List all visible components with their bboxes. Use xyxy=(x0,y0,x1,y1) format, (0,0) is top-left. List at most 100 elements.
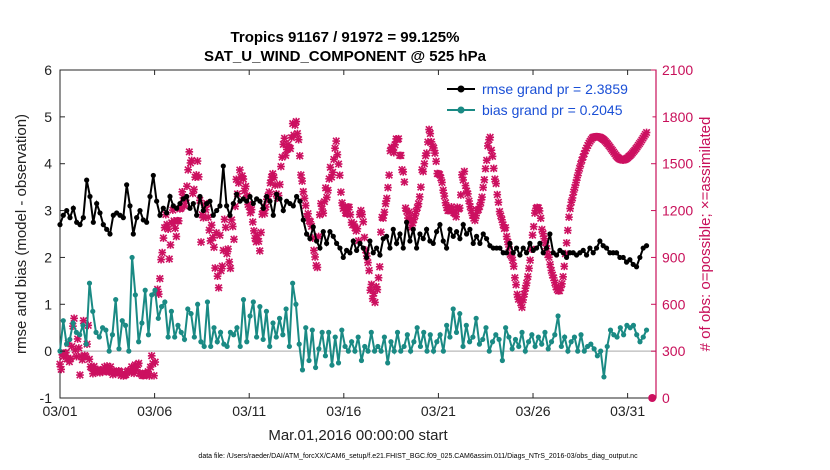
rmse-point xyxy=(80,215,86,221)
assimilated-marker xyxy=(275,180,284,189)
bias-point xyxy=(286,343,292,350)
bias-point xyxy=(598,348,604,354)
rmse-point xyxy=(540,250,546,256)
y2-tick-label: 300 xyxy=(662,343,686,359)
rmse-point xyxy=(270,212,276,218)
bias-point xyxy=(634,332,640,338)
y-tick-label: 5 xyxy=(44,109,52,125)
assimilated-marker xyxy=(76,371,84,379)
rmse-point xyxy=(77,222,83,228)
assimilated-marker xyxy=(480,175,489,184)
assimilated-marker xyxy=(545,253,553,262)
rmse-point xyxy=(633,264,640,270)
assimilated-marker xyxy=(208,233,217,242)
assimilated-marker xyxy=(359,217,368,226)
bias-point xyxy=(247,313,253,319)
bias-point xyxy=(562,334,568,340)
rmse-point xyxy=(317,245,323,251)
bias-point xyxy=(158,304,165,310)
assimilated-marker xyxy=(171,224,180,233)
bias-point xyxy=(545,346,551,352)
assimilated-marker xyxy=(183,182,191,191)
assimilated-marker xyxy=(508,256,517,264)
bias-point xyxy=(257,304,263,310)
assimilated-marker xyxy=(223,249,231,258)
bias-point xyxy=(463,322,469,328)
rmse-point xyxy=(67,215,73,221)
bias-point xyxy=(201,343,207,350)
bias-point xyxy=(136,339,142,345)
rmse-point xyxy=(553,252,560,258)
rmse-point xyxy=(463,231,470,237)
rmse-point xyxy=(277,196,283,202)
rmse-point xyxy=(597,238,603,244)
x-tick-label: 03/01 xyxy=(42,403,77,419)
assimilated-marker xyxy=(460,167,469,176)
y-tick-label: 2 xyxy=(44,249,52,265)
y2-tick-label: 2100 xyxy=(662,62,693,78)
rmse-point xyxy=(383,233,390,239)
rmse-point xyxy=(627,257,633,263)
bias-point xyxy=(224,343,230,350)
assimilated-marker xyxy=(465,197,473,205)
bias-point xyxy=(280,332,286,338)
bias-point xyxy=(260,336,266,343)
assimilated-marker xyxy=(487,146,496,155)
bias-point xyxy=(388,339,394,345)
assimilated-marker xyxy=(380,208,389,216)
rmse-point xyxy=(357,240,363,246)
rmse-point xyxy=(127,203,133,209)
assimilated-marker xyxy=(375,262,384,271)
assimilated-marker xyxy=(292,117,301,126)
rmse-point xyxy=(84,177,90,183)
assimilated-marker xyxy=(563,226,572,235)
bias-point xyxy=(329,362,335,368)
assimilated-marker xyxy=(293,129,302,138)
assimilated-marker xyxy=(334,160,343,168)
bias-point xyxy=(489,339,496,345)
assimilated-marker xyxy=(374,273,383,282)
assimilated-marker xyxy=(529,222,538,231)
assimilated-marker xyxy=(528,231,537,239)
bias-point xyxy=(519,329,525,335)
bias-point xyxy=(591,346,597,352)
bias-point xyxy=(430,348,437,354)
rmse-point xyxy=(90,219,96,225)
rmse-point xyxy=(460,222,466,228)
assimilated-marker xyxy=(405,208,413,216)
bias-point xyxy=(113,297,119,303)
bias-point xyxy=(142,287,148,293)
bias-point xyxy=(155,315,161,321)
rmse-point xyxy=(537,240,543,246)
bias-point xyxy=(548,339,555,345)
assimilated-marker xyxy=(461,181,470,190)
bias-point xyxy=(181,336,188,343)
bias-point xyxy=(270,320,276,326)
assimilated-marker xyxy=(364,258,372,267)
bias-point xyxy=(152,287,158,293)
assimilated-marker xyxy=(525,264,533,273)
bias-point xyxy=(80,322,86,328)
assimilated-marker xyxy=(452,212,460,221)
rmse-point xyxy=(503,250,510,256)
assimilated-marker xyxy=(241,182,250,191)
assimilated-marker xyxy=(546,260,554,269)
y2-axis-label: # of obs: o=possible; ×=assimilated xyxy=(697,117,714,352)
rmse-point xyxy=(280,207,286,214)
bias-point xyxy=(168,308,175,314)
bias-point xyxy=(391,348,397,354)
rmse-point xyxy=(470,240,476,246)
bias-point xyxy=(506,334,512,340)
bias-point xyxy=(470,334,476,340)
rmse-point xyxy=(230,200,236,207)
bias-point xyxy=(496,336,502,343)
assimilated-marker xyxy=(385,171,393,179)
assimilated-marker xyxy=(226,264,235,273)
bias-point xyxy=(408,348,414,354)
rmse-point xyxy=(370,250,376,256)
rmse-point xyxy=(364,254,370,261)
assimilated-marker xyxy=(301,201,310,210)
bias-point xyxy=(424,348,430,354)
bias-point xyxy=(375,343,381,350)
